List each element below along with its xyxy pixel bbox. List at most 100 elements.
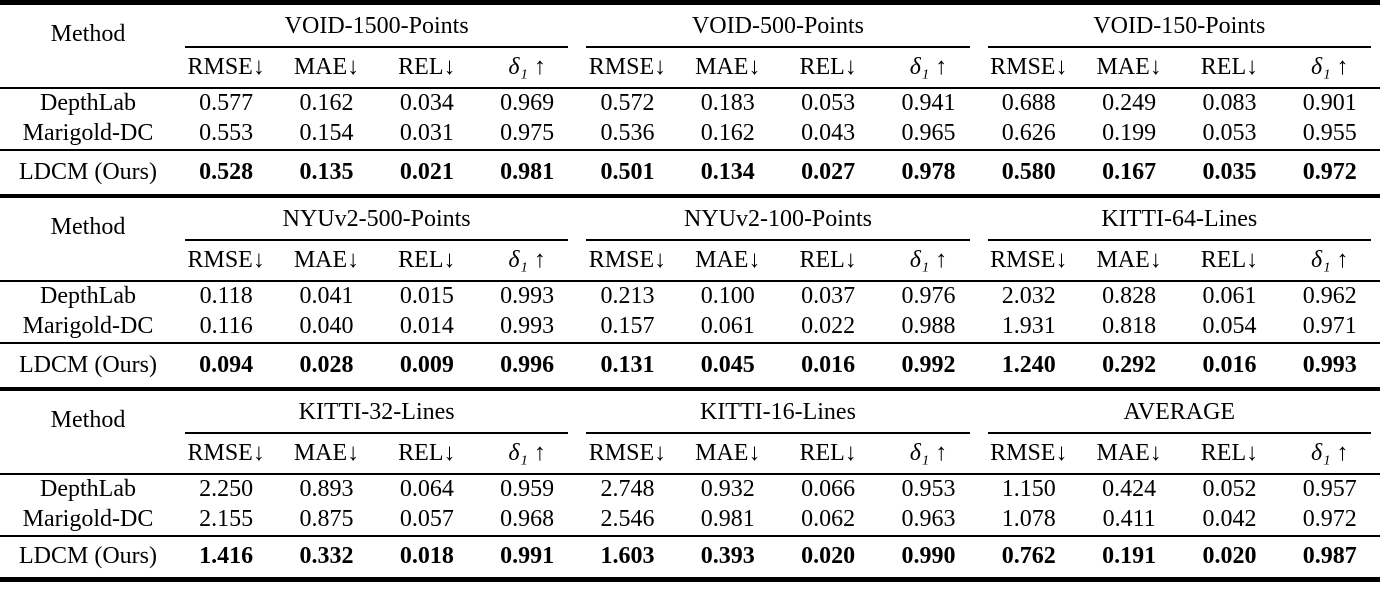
metric-value: 0.191 xyxy=(1102,543,1157,570)
metric-value: 0.135 xyxy=(299,158,354,185)
metric-value: 0.016 xyxy=(1202,351,1257,378)
table-row-ldcm-ours: LDCM (Ours) 1.416 0.332 0.018 0.991 1.60… xyxy=(0,535,1380,580)
metric-value: 0.016 xyxy=(801,351,856,378)
metric-value: 0.818 xyxy=(1102,313,1157,339)
metric-value: 0.018 xyxy=(399,543,454,570)
metric-value: 0.424 xyxy=(1102,476,1157,502)
metric-value: 0.991 xyxy=(500,543,555,570)
metric-value: 0.167 xyxy=(1102,158,1157,185)
metric-header-rmse: RMSE↓ xyxy=(176,240,277,282)
metric-value: 1.931 xyxy=(1001,313,1056,339)
metric-header-row: RMSE↓ MAE↓ REL↓ δ₁ ↑ RMSE↓ MAE↓ REL↓ δ₁ … xyxy=(0,240,1380,282)
metric-value: 0.035 xyxy=(1202,158,1257,185)
metric-header-mae: MAE↓ xyxy=(677,433,778,475)
metric-header-mae: MAE↓ xyxy=(276,433,377,475)
metric-value: 0.052 xyxy=(1202,476,1257,502)
metric-value: 1.078 xyxy=(1001,506,1056,532)
benchmark-name: VOID-1500-Points xyxy=(176,2,578,48)
metric-value: 0.996 xyxy=(500,351,555,378)
metric-value: 0.332 xyxy=(299,543,354,570)
metric-value: 0.027 xyxy=(801,158,856,185)
method-name: LDCM (Ours) xyxy=(19,158,157,185)
metric-value: 0.020 xyxy=(801,543,856,570)
metric-header-delta1: δ₁ ↑ xyxy=(476,433,578,475)
metric-header-mae: MAE↓ xyxy=(1078,240,1180,282)
metric-value: 0.968 xyxy=(500,506,555,532)
metric-value: 0.957 xyxy=(1302,476,1357,502)
metric-header-mae: MAE↓ xyxy=(276,47,377,89)
table-row-marigold-dc: Marigold-DC 2.155 0.875 0.057 0.968 2.54… xyxy=(0,505,1380,536)
metric-header-rel: REL↓ xyxy=(1179,433,1280,475)
method-name: DepthLab xyxy=(40,283,136,309)
metric-header-rel: REL↓ xyxy=(777,240,879,282)
metric-value: 0.988 xyxy=(901,313,956,339)
metric-value: 0.975 xyxy=(500,120,555,146)
metric-value: 0.762 xyxy=(1001,543,1056,570)
metric-value: 0.971 xyxy=(1302,313,1357,339)
metric-value: 0.054 xyxy=(1202,313,1257,339)
metric-value: 0.528 xyxy=(199,158,254,185)
metric-value: 0.972 xyxy=(1302,506,1357,532)
metric-value: 2.748 xyxy=(600,476,655,502)
benchmark-header-row: Method NYUv2-500-Points NYUv2-100-Points… xyxy=(0,195,1380,282)
metric-header-delta1: δ₁ ↑ xyxy=(476,47,578,89)
metric-value: 1.603 xyxy=(600,543,655,570)
metric-header-delta1: δ₁ ↑ xyxy=(878,240,979,282)
method-name: LDCM (Ours) xyxy=(19,543,157,570)
metric-value: 0.978 xyxy=(901,158,956,185)
metric-header-row: RMSE↓ MAE↓ REL↓ δ₁ ↑ RMSE↓ MAE↓ REL↓ δ₁ … xyxy=(0,47,1380,89)
metric-value: 0.083 xyxy=(1202,90,1257,116)
metric-value: 0.037 xyxy=(801,283,856,309)
table-row-marigold-dc: Marigold-DC 0.553 0.154 0.031 0.975 0.53… xyxy=(0,119,1380,150)
metric-value: 0.100 xyxy=(700,283,755,309)
metric-value: 0.993 xyxy=(500,283,555,309)
metric-value: 1.240 xyxy=(1001,351,1056,378)
metric-value: 0.043 xyxy=(801,120,856,146)
benchmark-name: KITTI-32-Lines xyxy=(176,388,578,434)
metric-value: 0.959 xyxy=(500,476,555,502)
metric-header-rmse: RMSE↓ xyxy=(176,47,277,89)
metric-value: 0.501 xyxy=(600,158,655,185)
metric-value: 0.893 xyxy=(299,476,354,502)
table-row-depthlab: DepthLab 2.250 0.893 0.064 0.959 2.748 0… xyxy=(0,474,1380,505)
table-row-depthlab: DepthLab 0.118 0.041 0.015 0.993 0.213 0… xyxy=(0,281,1380,312)
metric-value: 0.066 xyxy=(801,476,856,502)
metric-value: 0.162 xyxy=(700,120,755,146)
metric-value: 0.981 xyxy=(500,158,555,185)
metric-value: 0.981 xyxy=(700,506,755,532)
metric-header-delta1: δ₁ ↑ xyxy=(1279,433,1380,475)
metric-value: 0.154 xyxy=(299,120,354,146)
metric-header-rmse: RMSE↓ xyxy=(978,47,1079,89)
benchmark-name: NYUv2-500-Points xyxy=(176,195,578,241)
metric-header-row: RMSE↓ MAE↓ REL↓ δ₁ ↑ RMSE↓ MAE↓ REL↓ δ₁ … xyxy=(0,433,1380,475)
metric-header-rel: REL↓ xyxy=(376,47,477,89)
metric-value: 0.199 xyxy=(1102,120,1157,146)
table-row-depthlab: DepthLab 0.577 0.162 0.034 0.969 0.572 0… xyxy=(0,88,1380,119)
metric-value: 0.015 xyxy=(399,283,454,309)
results-table-section-3: Method KITTI-32-Lines KITTI-16-Lines AVE… xyxy=(0,386,1380,582)
metric-value: 0.062 xyxy=(801,506,856,532)
metric-header-delta1: δ₁ ↑ xyxy=(476,240,578,282)
method-name: DepthLab xyxy=(40,90,136,116)
metric-value: 0.022 xyxy=(801,313,856,339)
metric-value: 2.155 xyxy=(199,506,254,532)
metric-value: 0.040 xyxy=(299,313,354,339)
metric-value: 0.953 xyxy=(901,476,956,502)
metric-header-rel: REL↓ xyxy=(376,240,477,282)
metric-value: 2.250 xyxy=(199,476,254,502)
metric-value: 0.213 xyxy=(600,283,655,309)
method-column-header: Method xyxy=(0,2,176,89)
method-name: Marigold-DC xyxy=(22,120,154,146)
metric-value: 0.045 xyxy=(700,351,755,378)
metric-value: 0.042 xyxy=(1202,506,1257,532)
metric-header-mae: MAE↓ xyxy=(276,240,377,282)
benchmark-header-row: Method VOID-1500-Points VOID-500-Points … xyxy=(0,2,1380,89)
metric-value: 0.577 xyxy=(199,90,254,116)
metric-value: 0.034 xyxy=(399,90,454,116)
metric-value: 0.990 xyxy=(901,543,956,570)
benchmark-name: VOID-500-Points xyxy=(577,2,979,48)
metric-value: 0.064 xyxy=(399,476,454,502)
metric-value: 0.992 xyxy=(901,351,956,378)
metric-header-rmse: RMSE↓ xyxy=(577,433,678,475)
method-name: Marigold-DC xyxy=(22,313,154,339)
